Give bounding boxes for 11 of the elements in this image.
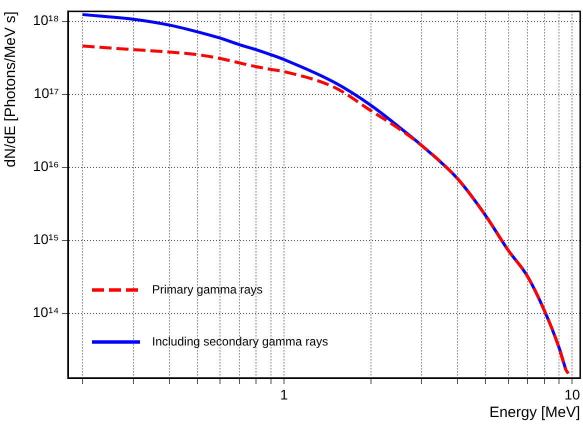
y-tick-label: 10¹⁴ [32,304,59,320]
y-tick-label: 10¹⁸ [32,12,60,28]
y-tick-label: 10¹⁶ [33,158,59,174]
legend-label: Including secondary gamma rays [152,334,328,348]
x-axis-title: Energy [MeV] [489,404,580,422]
y-tick-label: 10¹⁵ [32,231,59,248]
x-tick-label: 1 [280,386,288,402]
legend-label: Primary gamma rays [152,282,263,296]
x-tick-label: 10 [564,386,580,402]
y-tick-label: 10¹⁷ [34,85,59,102]
y-axis-title: dN/dE [Photons/MeV s] [2,11,20,168]
